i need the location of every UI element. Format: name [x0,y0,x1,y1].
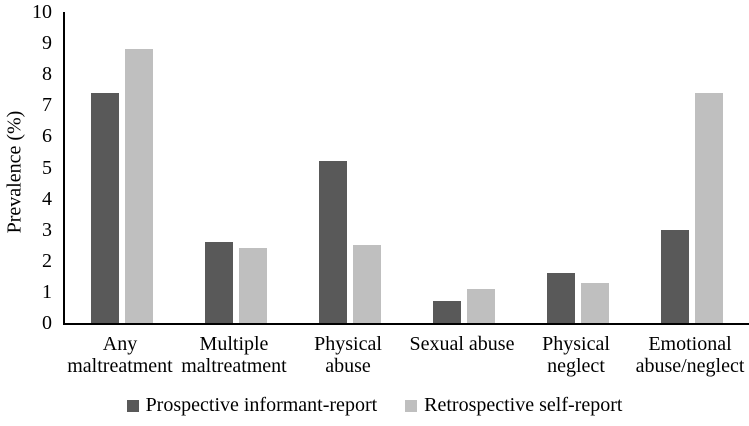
y-axis-ticks: 0 1 2 3 4 5 6 7 8 9 10 [0,2,52,333]
bar-group [179,12,293,323]
bar-prospective-informant-report [661,229,689,323]
bar-prospective-informant-report [91,92,119,323]
bar-retrospective-self-report [467,288,495,323]
bar-prospective-informant-report [205,242,233,323]
bar-prospective-informant-report [433,301,461,323]
legend-label: Retrospective self-report [424,394,623,416]
bar-retrospective-self-report [239,248,267,323]
bar-group [293,12,407,323]
legend-item: Prospective informant-report [126,394,378,417]
y-tick-label: 1 [42,280,52,303]
legend-swatch [405,399,418,412]
plot-area [63,12,749,325]
x-axis-category-label: Sexual abuse [409,333,515,355]
y-tick-label: 0 [42,312,52,334]
bar-prospective-informant-report [547,273,575,323]
bar-retrospective-self-report [695,92,723,323]
x-axis-category-label: Any maltreatment [67,333,173,377]
y-tick-label: 4 [42,187,52,210]
bar-retrospective-self-report [353,245,381,323]
y-tick-label: 10 [32,1,52,23]
bar-prospective-informant-report [319,161,347,323]
y-tick-label: 7 [42,94,52,117]
y-tick-label: 2 [42,249,52,272]
y-tick-label: 9 [42,32,52,55]
bar-group [635,12,749,323]
bar-retrospective-self-report [581,282,609,323]
bar-group [407,12,521,323]
legend-label: Prospective informant-report [145,394,378,416]
y-tick-label: 3 [42,218,52,241]
legend-swatch [126,399,139,412]
x-axis-category-label: Emotional abuse/neglect [635,333,745,377]
y-tick-label: 5 [42,156,52,179]
bar-group [65,12,179,323]
x-axis-category-label: Physical abuse [314,333,382,377]
legend-item: Retrospective self-report [405,394,622,417]
x-axis-labels: Any maltreatment Multiple maltreatment Phy… [63,333,747,377]
x-axis-category-label: Physical neglect [542,333,610,377]
y-tick-label: 8 [42,63,52,86]
bar-group [521,12,635,323]
x-axis-category-label: Multiple maltreatment [181,333,287,377]
bar-groups [65,12,749,323]
bar-retrospective-self-report [125,49,153,323]
y-tick-label: 6 [42,125,52,148]
legend: Prospective informant-report Retrospectiv… [0,394,749,417]
